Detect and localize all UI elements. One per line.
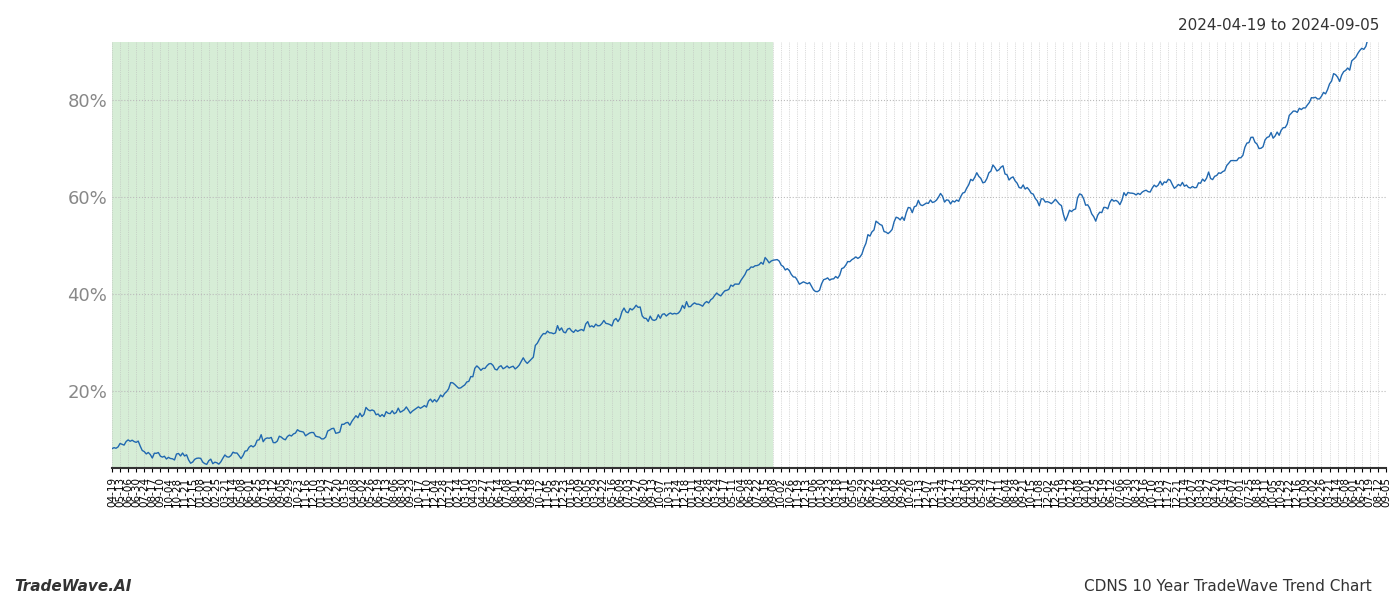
Text: CDNS 10 Year TradeWave Trend Chart: CDNS 10 Year TradeWave Trend Chart: [1084, 579, 1372, 594]
Text: TradeWave.AI: TradeWave.AI: [14, 579, 132, 594]
Text: 2024-04-19 to 2024-09-05: 2024-04-19 to 2024-09-05: [1177, 18, 1379, 33]
Bar: [112, 42, 771, 468]
